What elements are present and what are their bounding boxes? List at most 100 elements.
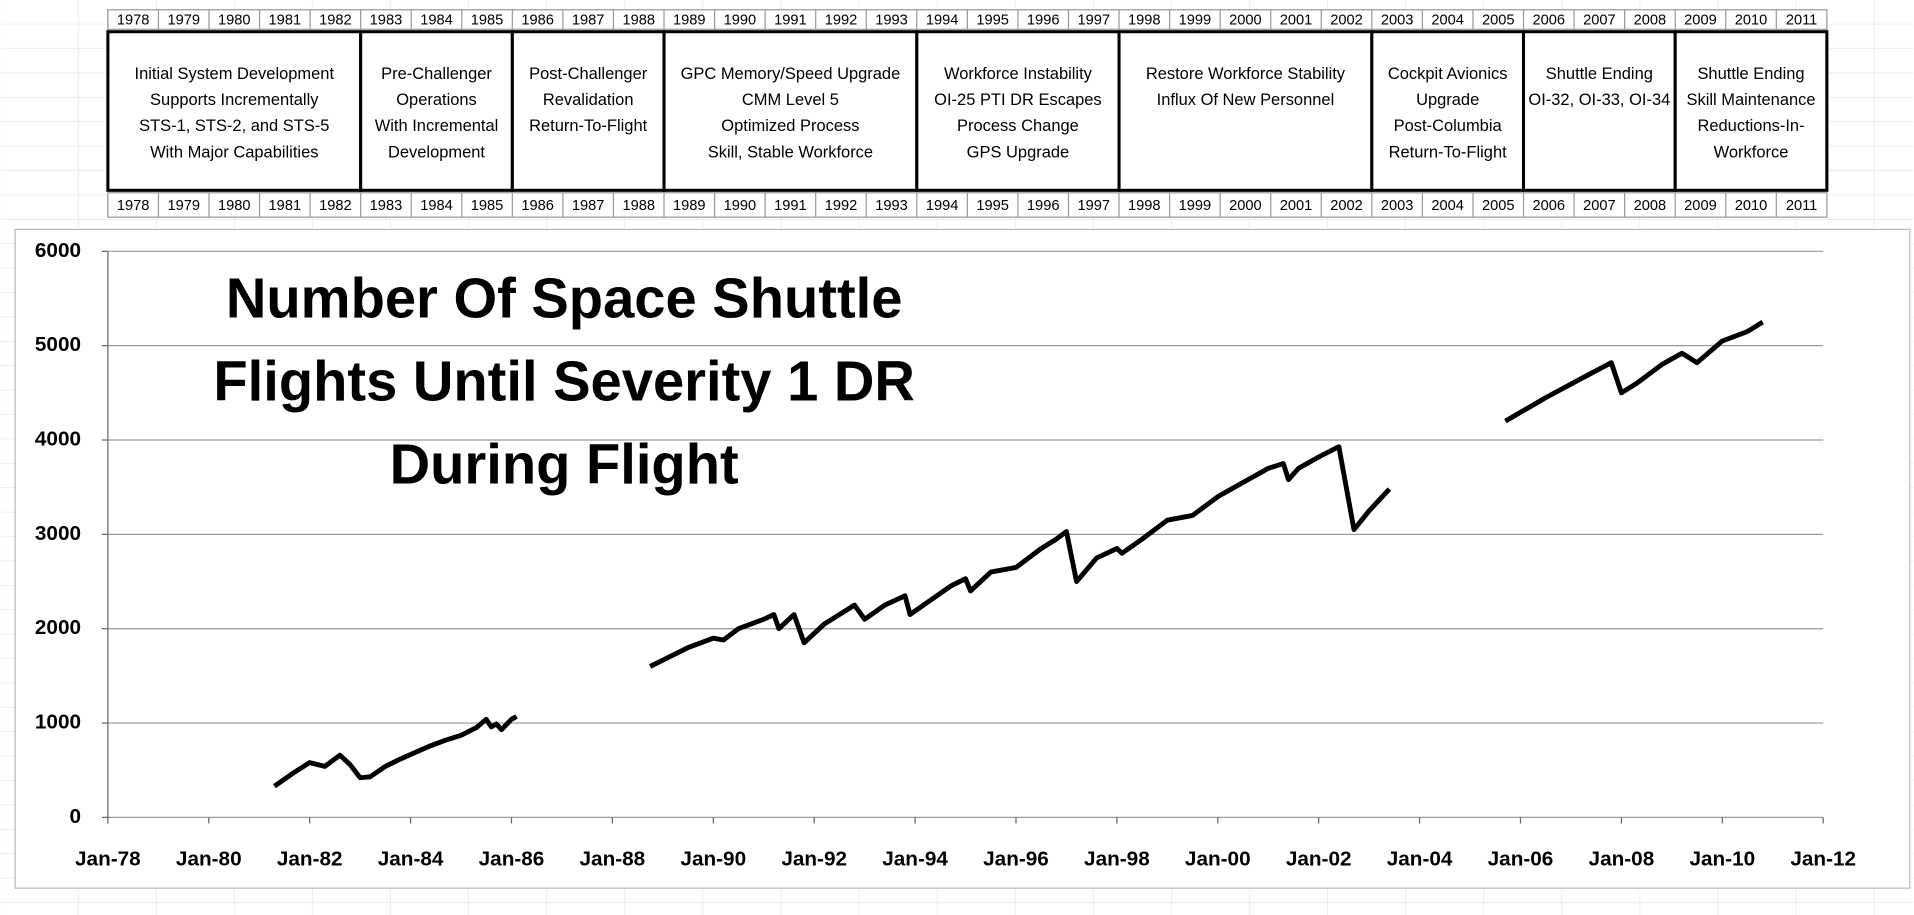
year-label: 1994 xyxy=(926,198,959,214)
year-label: 1978 xyxy=(117,198,150,214)
x-tick-label: Jan-10 xyxy=(1689,848,1755,871)
y-tick-label: 1000 xyxy=(35,711,81,734)
x-tick-label: Jan-88 xyxy=(580,848,646,871)
year-label: 1999 xyxy=(1179,198,1212,214)
x-tick-label: Jan-02 xyxy=(1286,848,1352,871)
year-label: 1982 xyxy=(319,198,352,214)
year-label: 1981 xyxy=(269,198,302,214)
phase-text: Shuttle Ending xyxy=(1697,65,1804,83)
y-tick-label: 0 xyxy=(69,805,81,828)
year-label: 2007 xyxy=(1583,198,1616,214)
phase-text: STS-1, STS-2, and STS-5 xyxy=(139,117,329,135)
year-label: 1990 xyxy=(724,13,757,29)
year-label: 2003 xyxy=(1381,13,1414,29)
year-label: 2007 xyxy=(1583,13,1616,29)
phase-text: With Major Capabilities xyxy=(150,143,318,161)
year-label: 1979 xyxy=(167,198,200,214)
timeline-table: 1978 1979 1980 1981 1982 1983 1984 1985 1986 1987… xyxy=(106,9,1829,218)
year-label: 2006 xyxy=(1533,198,1566,214)
year-label: 1995 xyxy=(976,198,1009,214)
chart-title: During Flight xyxy=(390,432,739,495)
year-label: 1994 xyxy=(926,13,959,29)
year-label: 2000 xyxy=(1229,13,1262,29)
year-label: 2005 xyxy=(1482,13,1515,29)
year-label: 1988 xyxy=(622,13,655,29)
year-label: 2011 xyxy=(1786,198,1817,214)
year-label: 1995 xyxy=(976,13,1009,29)
year-label: 1999 xyxy=(1179,13,1212,29)
year-label: 2008 xyxy=(1634,198,1667,214)
phase-text: Development xyxy=(388,143,485,161)
year-label: 1991 xyxy=(774,198,807,214)
year-label: 1993 xyxy=(875,13,908,29)
phase-box xyxy=(359,30,514,192)
year-label: 1993 xyxy=(875,198,908,214)
phase-text: Cockpit Avionics xyxy=(1388,65,1508,83)
year-label: 1996 xyxy=(1027,13,1060,29)
phase-box xyxy=(1370,30,1526,192)
x-tick-label: Jan-98 xyxy=(1084,848,1150,871)
phase-text: CMM Level 5 xyxy=(742,91,839,109)
year-label: 1997 xyxy=(1077,13,1110,29)
phase-box xyxy=(662,30,919,192)
phase-text: Return-To-Flight xyxy=(529,117,647,135)
x-tick-label: Jan-84 xyxy=(378,848,444,871)
phase-text: Initial System Development xyxy=(135,65,335,83)
year-label: 1992 xyxy=(825,198,858,214)
year-label: 2009 xyxy=(1684,198,1717,214)
phase-text: With Incremental xyxy=(375,117,499,135)
year-label: 2010 xyxy=(1735,198,1768,214)
year-label: 1987 xyxy=(572,198,605,214)
phase-box xyxy=(915,30,1121,192)
year-label: 2002 xyxy=(1330,13,1363,29)
phase-text: OI-25 PTI DR Escapes xyxy=(934,91,1101,109)
chart-area xyxy=(14,228,1911,889)
year-label: 1982 xyxy=(319,13,352,29)
phase-text: Restore Workforce Stability xyxy=(1146,65,1346,83)
phase-box xyxy=(510,30,666,192)
phase-text: Optimized Process xyxy=(721,117,859,135)
x-tick-label: Jan-86 xyxy=(479,848,545,871)
phase-text: Workforce xyxy=(1714,143,1789,161)
phase-text: GPS Upgrade xyxy=(967,143,1070,161)
year-label: 2001 xyxy=(1280,13,1313,29)
phase-box xyxy=(1521,30,1677,192)
phase-text: Revalidation xyxy=(543,91,634,109)
year-label: 2004 xyxy=(1431,198,1464,214)
year-label: 1984 xyxy=(420,13,453,29)
year-label: 2009 xyxy=(1684,13,1717,29)
phase-text: Shuttle Ending xyxy=(1546,65,1653,83)
x-tick-label: Jan-82 xyxy=(277,848,343,871)
y-tick-label: 2000 xyxy=(35,616,81,639)
x-tick-label: Jan-96 xyxy=(983,848,1049,871)
x-tick-label: Jan-00 xyxy=(1185,848,1251,871)
year-label: 1986 xyxy=(521,198,554,214)
year-label: 1980 xyxy=(218,198,251,214)
year-label: 2000 xyxy=(1229,198,1262,214)
x-tick-label: Jan-08 xyxy=(1589,848,1655,871)
year-label: 2010 xyxy=(1735,13,1768,29)
phase-text: Skill, Stable Workforce xyxy=(708,143,873,161)
year-label: 1998 xyxy=(1128,13,1161,29)
year-label: 1990 xyxy=(724,198,757,214)
year-label: 2011 xyxy=(1786,13,1817,29)
x-tick-label: Jan-94 xyxy=(882,848,948,871)
year-label: 2006 xyxy=(1533,13,1566,29)
phase-text: GPC Memory/Speed Upgrade xyxy=(681,65,901,83)
phase-text: Upgrade xyxy=(1416,91,1479,109)
phase-box xyxy=(1673,30,1829,192)
phase-text: Pre-Challenger xyxy=(381,65,492,83)
phase-text: Reductions-In- xyxy=(1697,117,1804,135)
phase-text: Workforce Instability xyxy=(944,65,1093,83)
year-label: 1987 xyxy=(572,13,605,29)
chart-title: Number Of Space Shuttle xyxy=(226,266,903,329)
phase-text: Post-Columbia xyxy=(1394,117,1503,135)
x-tick-label: Jan-90 xyxy=(680,848,746,871)
year-label: 1986 xyxy=(521,13,554,29)
y-tick-label: 4000 xyxy=(35,427,81,450)
x-tick-label: Jan-06 xyxy=(1488,848,1554,871)
phase-text: Influx Of New Personnel xyxy=(1157,91,1335,109)
year-label: 2005 xyxy=(1482,198,1515,214)
year-label: 1985 xyxy=(471,13,504,29)
